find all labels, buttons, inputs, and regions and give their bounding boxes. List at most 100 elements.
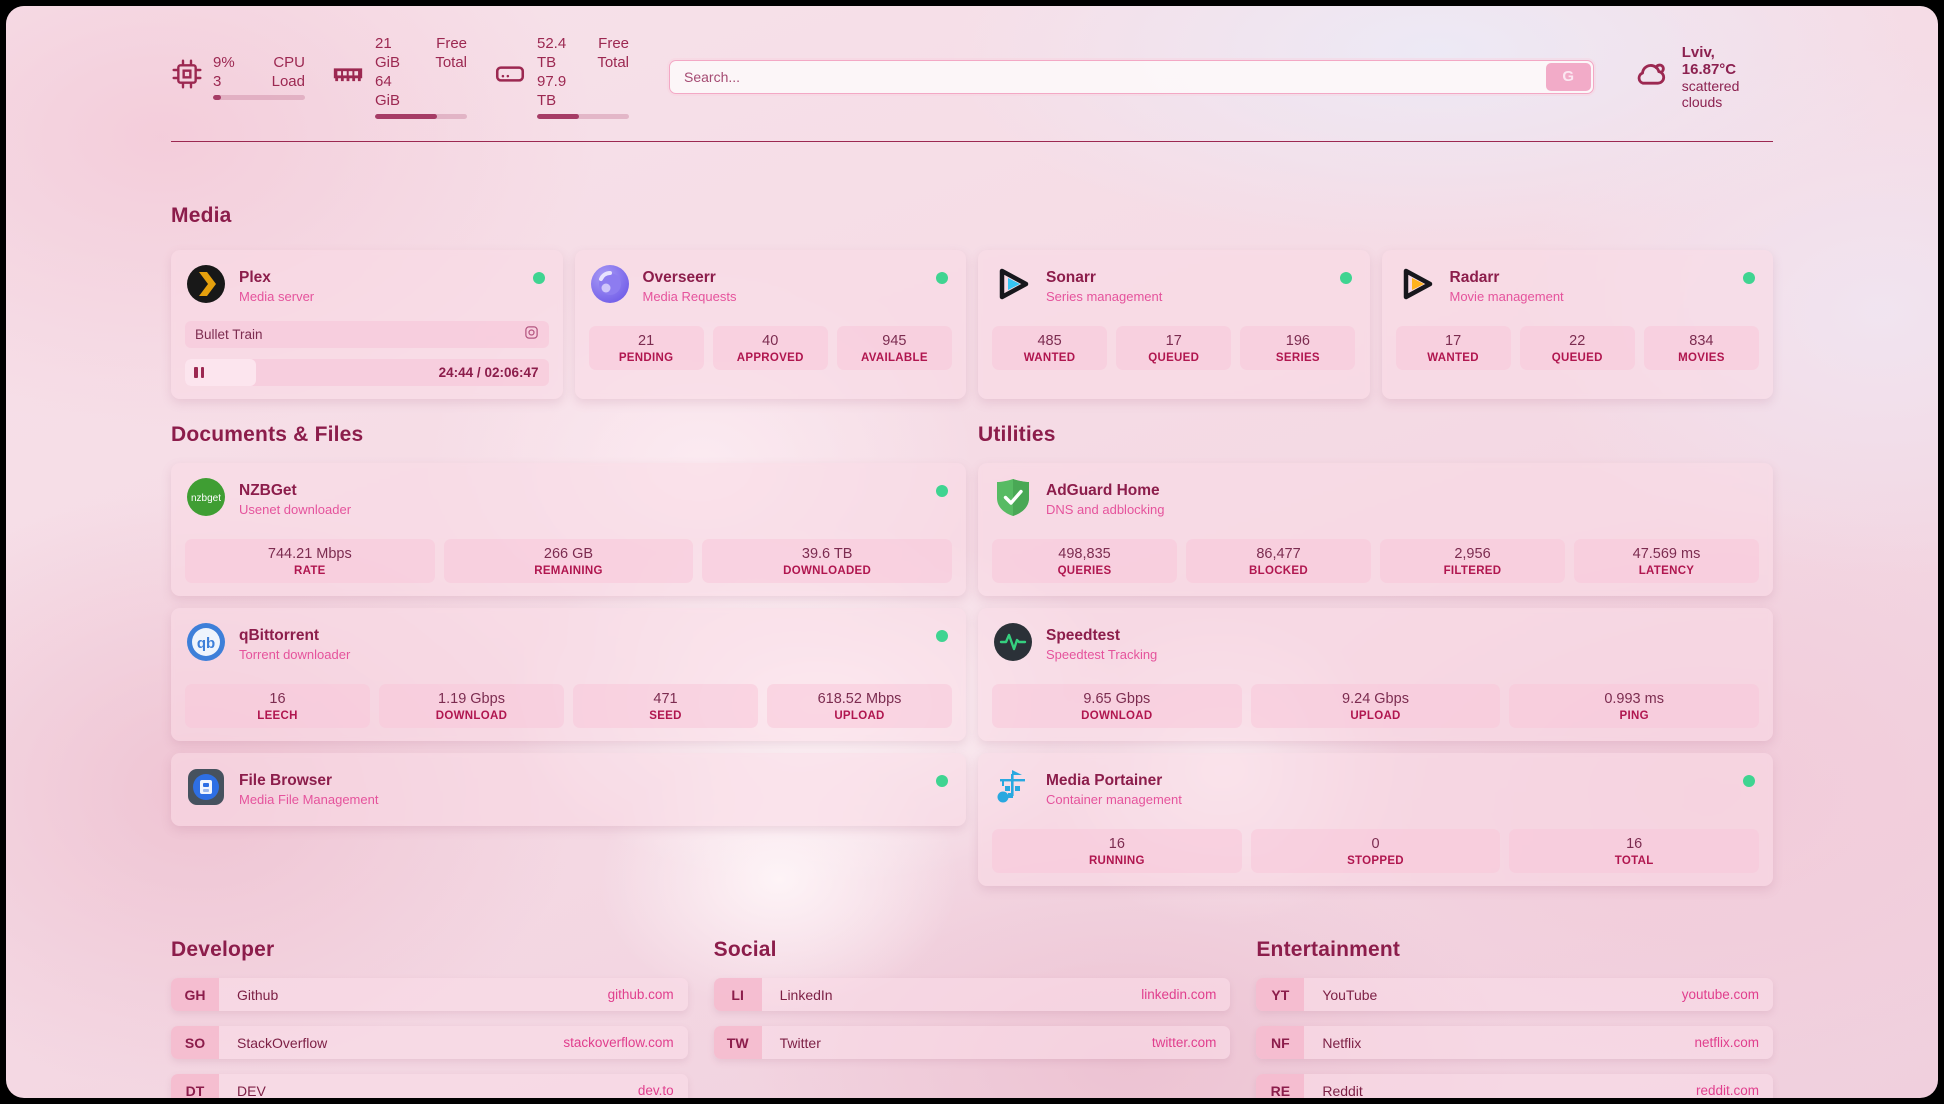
bookmark-abbr: NF bbox=[1256, 1026, 1305, 1059]
bookmark-youtube[interactable]: YT YouTube youtube.com bbox=[1256, 978, 1773, 1011]
app-subtitle: Torrent downloader bbox=[239, 647, 351, 662]
stat-tile: 2,956 FILTERED bbox=[1380, 539, 1565, 583]
status-online-dot bbox=[1743, 775, 1755, 787]
bookmark-reddit[interactable]: RE Reddit reddit.com bbox=[1256, 1074, 1773, 1098]
plex-icon bbox=[185, 263, 227, 310]
app-card-radarr[interactable]: Radarr Movie management 17 WANTED 22 QUEUE… bbox=[1381, 250, 1773, 399]
section-entertainment: Entertainment YT YouTube youtube.com NF … bbox=[1256, 938, 1773, 1098]
bookmark-url: linkedin.com bbox=[1141, 987, 1217, 1002]
app-subtitle: Movie management bbox=[1449, 289, 1564, 304]
status-online-dot bbox=[1743, 272, 1755, 284]
status-online-dot bbox=[936, 630, 948, 642]
stat-tile: 945 AVAILABLE bbox=[836, 326, 952, 370]
app-name: File Browser bbox=[239, 772, 333, 789]
memory-progress-bar bbox=[375, 114, 467, 119]
sonarr-icon bbox=[992, 263, 1034, 310]
cpu-label-1: CPU bbox=[273, 54, 305, 71]
stat-tile: 471 SEED bbox=[573, 684, 758, 728]
app-card-adguard[interactable]: AdGuard Home DNS and adblocking 498,835 Q… bbox=[978, 463, 1773, 596]
memory-label-1: Free bbox=[436, 35, 467, 52]
bookmark-name: Netflix bbox=[1322, 1034, 1362, 1051]
app-card-plex[interactable]: Plex Media server Bullet Train bbox=[171, 250, 563, 399]
app-name: Media Portainer bbox=[1046, 772, 1163, 789]
bookmark-url: netflix.com bbox=[1694, 1035, 1759, 1050]
entertainment-section-title: Entertainment bbox=[1256, 938, 1401, 961]
bookmark-url: dev.to bbox=[637, 1083, 674, 1098]
app-subtitle: Speedtest Tracking bbox=[1046, 647, 1158, 662]
bookmark-name: DEV bbox=[237, 1082, 266, 1099]
bookmark-abbr: GH bbox=[171, 978, 219, 1011]
stat-tile: 744.21 Mbps RATE bbox=[185, 539, 435, 583]
bookmark-name: StackOverflow bbox=[237, 1034, 328, 1051]
app-name: Overseerr bbox=[642, 269, 716, 286]
stat-tile: 0 STOPPED bbox=[1250, 829, 1501, 873]
svg-text:qb: qb bbox=[197, 635, 215, 652]
stat-tile: 40 APPROVED bbox=[712, 326, 828, 370]
app-name: Plex bbox=[239, 269, 271, 286]
app-card-sonarr[interactable]: Sonarr Series management 485 WANTED 17 QUE… bbox=[978, 250, 1370, 399]
cpu-value-1: 9% bbox=[213, 54, 235, 71]
cpu-value-2: 3 bbox=[213, 73, 222, 90]
cpu-icon bbox=[171, 58, 203, 95]
app-name: qBittorrent bbox=[239, 627, 320, 644]
playback-progress-row: 24:44 / 02:06:47 bbox=[185, 359, 549, 386]
media-section-title: Media bbox=[171, 204, 232, 227]
app-subtitle: Media File Management bbox=[239, 792, 379, 807]
app-subtitle: Media server bbox=[239, 289, 315, 304]
bookmark-dev[interactable]: DT DEV dev.to bbox=[171, 1074, 688, 1098]
camera-icon bbox=[524, 325, 539, 345]
app-card-filebrowser[interactable]: File Browser Media File Management bbox=[171, 753, 966, 826]
bookmark-url: stackoverflow.com bbox=[563, 1035, 674, 1050]
overseerr-icon bbox=[589, 263, 631, 310]
stat-tile: 22 QUEUED bbox=[1519, 326, 1635, 370]
bookmark-url: twitter.com bbox=[1151, 1035, 1217, 1050]
stat-tile: 618.52 Mbps UPLOAD bbox=[767, 684, 952, 728]
section-developer: Developer GH Github github.com SO StackO… bbox=[171, 938, 688, 1098]
pause-icon[interactable] bbox=[194, 367, 204, 378]
stat-tile: 266 GB REMAINING bbox=[443, 539, 694, 583]
stat-tile: 498,835 QUERIES bbox=[992, 539, 1177, 583]
stat-tile: 16 TOTAL bbox=[1509, 829, 1759, 873]
search-engine-button[interactable]: G bbox=[1545, 62, 1591, 91]
search-bar: G bbox=[669, 59, 1594, 94]
app-card-speedtest[interactable]: Speedtest Speedtest Tracking 9.65 Gbps DO… bbox=[978, 608, 1773, 741]
weather-condition: scattered clouds bbox=[1681, 77, 1740, 110]
bookmark-twitter[interactable]: TW Twitter twitter.com bbox=[713, 1026, 1231, 1059]
bookmark-name: Reddit bbox=[1322, 1082, 1363, 1099]
bookmark-linkedin[interactable]: LI LinkedIn linkedin.com bbox=[713, 978, 1231, 1011]
app-name: NZBGet bbox=[239, 482, 297, 499]
memory-stat: 21 GiB 64 GiB Free Total bbox=[331, 34, 467, 119]
developer-section-title: Developer bbox=[171, 938, 275, 961]
playback-time: 24:44 / 02:06:47 bbox=[438, 365, 539, 380]
bookmark-name: LinkedIn bbox=[779, 986, 833, 1003]
cpu-label-2: Load bbox=[271, 73, 305, 90]
app-card-qbittorrent[interactable]: qb qBittorrent Torrent downloader 16 LEEC… bbox=[171, 608, 966, 741]
status-online-dot bbox=[936, 485, 948, 497]
playback-elapsed-segment bbox=[185, 359, 256, 386]
app-card-nzbget[interactable]: nzbget NZBGet Usenet downloader 744.21 M… bbox=[171, 463, 966, 596]
cpu-stat: 9% 3 CPU Load bbox=[171, 53, 305, 100]
bookmark-github[interactable]: GH Github github.com bbox=[171, 978, 688, 1011]
bookmark-stackoverflow[interactable]: SO StackOverflow stackoverflow.com bbox=[171, 1026, 688, 1059]
app-card-overseerr[interactable]: Overseerr Media Requests 21 PENDING 40 APP… bbox=[574, 250, 966, 399]
radarr-icon bbox=[1396, 263, 1438, 310]
cloud-icon bbox=[1632, 54, 1672, 99]
cpu-progress-bar bbox=[213, 95, 305, 100]
dashboard-screen: 9% 3 CPU Load bbox=[6, 6, 1938, 1098]
utilities-section-title: Utilities bbox=[978, 423, 1056, 446]
stat-tile: 16 LEECH bbox=[185, 684, 370, 728]
bookmark-name: YouTube bbox=[1322, 986, 1378, 1003]
app-subtitle: Usenet downloader bbox=[239, 502, 352, 517]
ram-icon bbox=[331, 57, 365, 96]
filebrowser-icon bbox=[185, 766, 227, 813]
app-subtitle: Series management bbox=[1046, 289, 1163, 304]
stat-tile: 1.19 Gbps DOWNLOAD bbox=[379, 684, 564, 728]
disk-label-2: Total bbox=[597, 54, 629, 71]
documents-section-title: Documents & Files bbox=[171, 423, 364, 446]
bookmark-abbr: RE bbox=[1256, 1074, 1305, 1098]
app-card-portainer[interactable]: Media Portainer Container management 16 R… bbox=[978, 753, 1773, 886]
search-input[interactable] bbox=[669, 59, 1594, 94]
stat-tile: 17 WANTED bbox=[1395, 326, 1511, 370]
bookmark-netflix[interactable]: NF Netflix netflix.com bbox=[1256, 1026, 1773, 1059]
weather-widget[interactable]: Lviv, 16.87°C scattered clouds bbox=[1632, 44, 1773, 110]
